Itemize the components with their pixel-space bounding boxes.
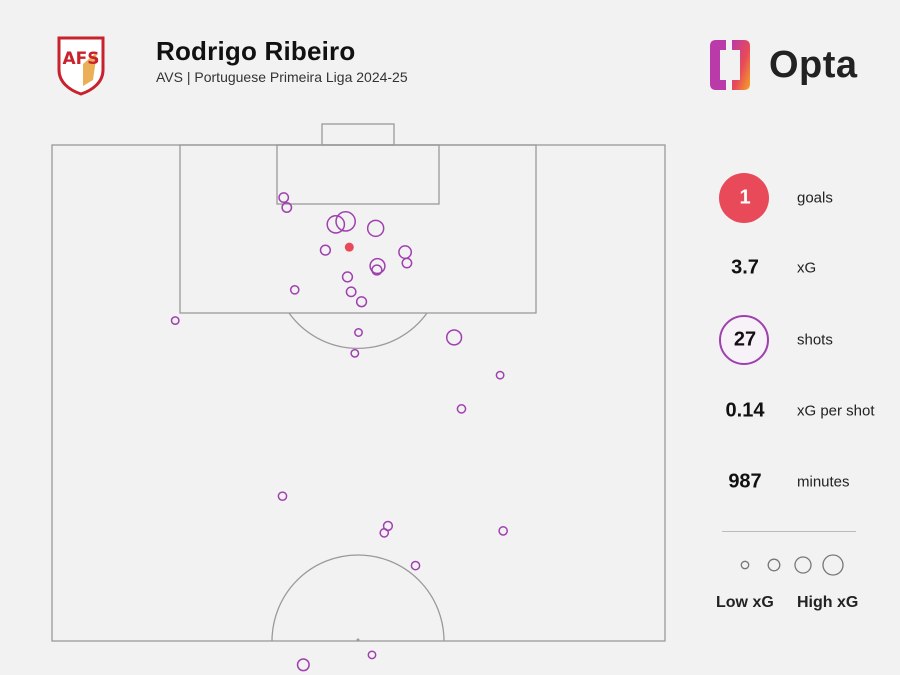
shot-point (379, 528, 390, 538)
shot-marker (719, 315, 769, 365)
goal (321, 123, 395, 146)
goal-marker (719, 173, 769, 223)
legend-size-circle (740, 560, 750, 570)
legend-size-circle (794, 556, 812, 574)
subtitle: AVS | Portuguese Primeira Liga 2024-25 (156, 69, 408, 85)
stat-xg: 3.7 xG (715, 240, 895, 296)
centre-spot (356, 638, 360, 642)
shot-point (369, 257, 386, 275)
penalty-arc (288, 312, 428, 349)
shot-point (319, 244, 332, 256)
xg-label: xG (797, 259, 817, 277)
goals-value: 1 (739, 186, 751, 209)
crest-text: AFS (62, 49, 99, 69)
shot-point (296, 658, 310, 672)
legend-divider (722, 531, 856, 532)
stat-xg-per-shot: 0.14 xG per shot (715, 383, 895, 439)
six-yard-box (276, 144, 440, 205)
shot-point (401, 257, 413, 269)
shot-point (398, 245, 413, 260)
minutes-label: minutes (797, 473, 850, 491)
xg-per-shot-value: 0.14 (725, 399, 765, 422)
legend-high-label: High xG (797, 594, 859, 611)
shot-point (495, 370, 505, 380)
stat-minutes: 987 minutes (715, 454, 895, 510)
xg-per-shot-label: xG per shot (797, 402, 875, 420)
shots-value: 27 (733, 328, 757, 351)
shots-label: shots (797, 331, 833, 349)
stat-goals: 1 goals (715, 170, 895, 226)
penalty-box (179, 144, 537, 314)
player-name: Rodrigo Ribeiro (156, 36, 356, 66)
shot-point (355, 296, 368, 308)
shot-point (170, 316, 180, 326)
goals-label: goals (797, 189, 833, 207)
minutes-value: 987 (728, 470, 762, 493)
shot-point (366, 219, 385, 238)
shot-point (278, 192, 290, 204)
shots-layer (170, 192, 509, 672)
brand-name: Opta (769, 44, 858, 86)
legend-low-label: Low xG (716, 594, 774, 611)
shot-point (281, 202, 293, 213)
stat-shots: 27 shots (715, 312, 895, 368)
centre-circle (271, 554, 445, 642)
pitch-markings (51, 123, 666, 642)
shot-point (335, 211, 356, 232)
shot-point (456, 404, 467, 414)
goal-shot-point (344, 242, 354, 252)
shot-point (367, 650, 377, 660)
shot-point (289, 284, 300, 295)
xg-size-legend (740, 554, 844, 576)
opta-logo-icon (706, 36, 754, 94)
xg-value: 3.7 (731, 256, 759, 279)
shot-point (326, 215, 346, 234)
shot-point (371, 264, 383, 276)
brand: Opta (706, 36, 866, 96)
pitch-outline (51, 144, 666, 642)
shot-point (345, 286, 357, 298)
shot-point (445, 329, 463, 346)
shot-point (277, 491, 288, 502)
shot-point (354, 328, 363, 337)
club-crest: AFS (55, 34, 107, 96)
legend-size-circle (822, 554, 844, 576)
shot-point (350, 348, 360, 358)
legend-size-circle (767, 558, 781, 572)
shot-point (410, 560, 421, 571)
shot-point (498, 526, 509, 536)
shot-point (341, 271, 354, 283)
